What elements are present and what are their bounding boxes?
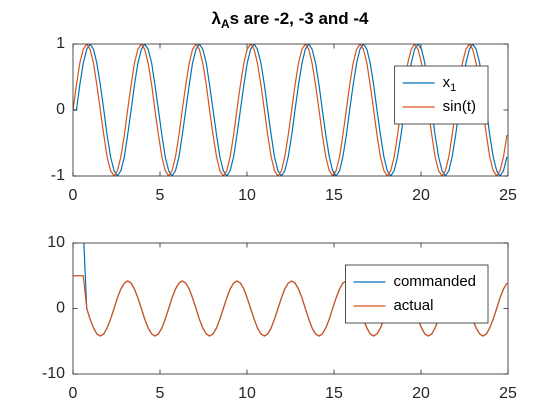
legend-label: actual — [393, 297, 433, 314]
y-tick-label: 1 — [56, 35, 65, 52]
series-line — [73, 275, 508, 337]
x-tick-label: 15 — [325, 187, 343, 204]
legend: x1 sin(t) — [394, 65, 489, 125]
x-tick-label: 15 — [325, 385, 343, 402]
chart-title: λAs are -2, -3 and -4 — [211, 9, 369, 31]
series-line — [73, 44, 508, 176]
x-tick-label: 20 — [412, 187, 430, 204]
legend-box — [394, 65, 489, 125]
x-tick-label: 10 — [238, 385, 256, 402]
x-tick-label: 25 — [499, 187, 517, 204]
title-symbol: λ — [211, 9, 221, 28]
title-subscript: A — [221, 17, 230, 31]
legend-name: x — [443, 74, 451, 91]
legend-subscript: 1 — [450, 82, 456, 94]
legend-label: x1 — [443, 74, 457, 94]
x-tick-label: 25 — [499, 385, 517, 402]
legend: commanded actual — [345, 264, 489, 324]
legend-label: commanded — [393, 273, 476, 290]
x-tick-label: 10 — [238, 187, 256, 204]
x-tick-label: 5 — [156, 187, 165, 204]
legend-name: sin(t) — [443, 98, 476, 115]
series-line — [73, 44, 508, 176]
y-tick-label: 0 — [56, 300, 65, 317]
x-tick-label: 5 — [156, 385, 165, 402]
y-tick-label: 10 — [47, 234, 65, 251]
x-tick-label: 0 — [69, 385, 78, 402]
y-tick-label: 0 — [56, 101, 65, 118]
y-tick-label: -1 — [51, 167, 65, 184]
y-tick-label: -10 — [42, 365, 65, 382]
legend-name: commanded — [393, 273, 476, 290]
x-tick-label: 20 — [412, 385, 430, 402]
x-tick-label: 0 — [69, 187, 78, 204]
legend-label: sin(t) — [443, 98, 476, 115]
title-text: s are -2, -3 and -4 — [230, 9, 369, 28]
legend-box — [345, 264, 489, 324]
legend-name: actual — [393, 297, 433, 314]
